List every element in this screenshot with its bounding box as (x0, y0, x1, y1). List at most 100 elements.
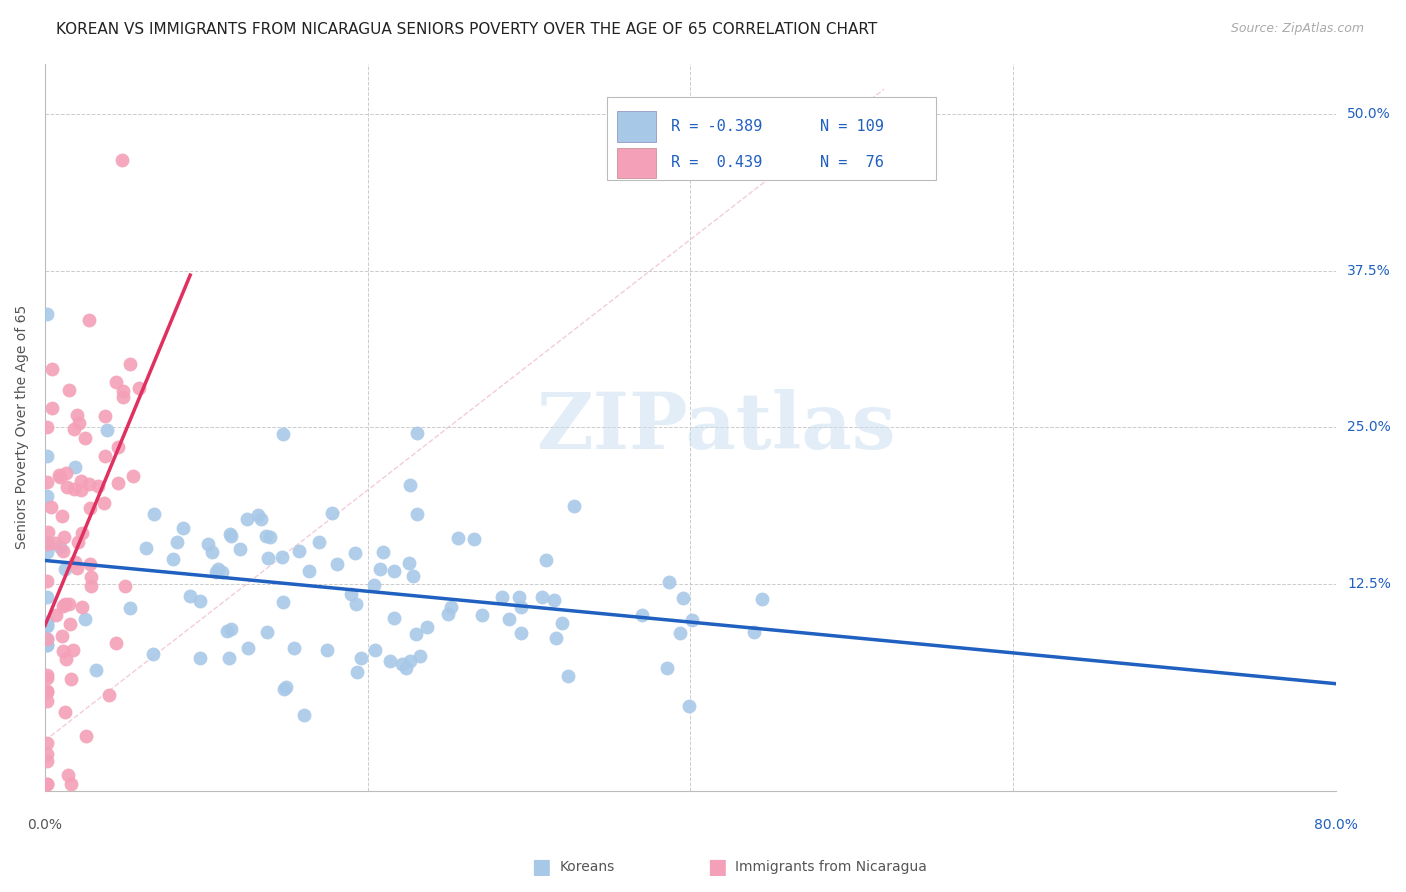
Point (321, 506, 343, 520)
Point (53, 530, 76, 544)
Point (35, 615, 58, 630)
Point (44, 536, 66, 550)
Point (631, 608, 654, 623)
Point (70, 483, 93, 497)
Point (111, 153, 134, 168)
Point (112, 384, 135, 398)
Point (67, 416, 90, 430)
Y-axis label: Seniors Poverty Over the Age of 65: Seniors Poverty Over the Age of 65 (15, 305, 30, 549)
Point (79, 558, 101, 572)
Point (35, 475, 58, 490)
Point (70, 526, 93, 541)
Point (349, 650, 371, 665)
Point (259, 530, 281, 544)
Point (292, 707, 315, 722)
Point (204, 566, 226, 580)
Point (751, 591, 773, 606)
Point (63, 555, 86, 569)
Point (447, 532, 470, 546)
Point (283, 640, 305, 655)
Point (344, 597, 367, 611)
Point (544, 631, 567, 645)
Point (288, 543, 311, 558)
Point (93, 496, 115, 510)
Point (35, 754, 58, 768)
Point (35, 777, 58, 791)
Point (298, 565, 321, 579)
Point (41, 401, 63, 416)
Point (35, 489, 58, 503)
Point (77, 476, 100, 491)
Point (229, 541, 252, 556)
Text: R = -0.389: R = -0.389 (671, 119, 762, 134)
Point (211, 565, 233, 579)
Point (48, 540, 70, 554)
Point (59, 617, 82, 632)
Point (371, 545, 394, 559)
Point (62, 643, 84, 657)
Point (60, 777, 83, 791)
Point (218, 651, 240, 665)
Point (247, 508, 270, 523)
Point (75, 611, 97, 625)
Point (491, 591, 513, 605)
Point (35, 420, 58, 434)
Point (35, 449, 58, 463)
Point (52, 644, 75, 658)
Point (56, 768, 79, 782)
Point (35, 574, 58, 589)
Point (70, 599, 93, 614)
Text: 37.5%: 37.5% (1347, 264, 1391, 277)
Point (55, 652, 77, 666)
Point (63, 482, 86, 496)
Point (308, 535, 330, 549)
Point (395, 661, 418, 675)
Point (65, 460, 87, 475)
Point (35, 632, 58, 647)
Point (166, 535, 188, 549)
FancyBboxPatch shape (606, 96, 936, 180)
Point (551, 615, 574, 630)
Point (201, 545, 224, 559)
Point (672, 591, 695, 605)
Point (55, 466, 77, 480)
FancyBboxPatch shape (617, 112, 655, 142)
Text: N = 109: N = 109 (820, 119, 883, 134)
Point (58, 383, 80, 397)
Point (53, 562, 76, 576)
Point (346, 665, 368, 679)
Text: KOREAN VS IMMIGRANTS FROM NICARAGUA SENIORS POVERTY OVER THE AGE OF 65 CORRELATI: KOREAN VS IMMIGRANTS FROM NICARAGUA SENI… (56, 22, 877, 37)
Point (35, 307, 58, 321)
Point (510, 625, 533, 640)
Point (219, 529, 242, 543)
Point (508, 590, 530, 604)
Point (436, 607, 458, 622)
Point (658, 574, 681, 589)
Point (172, 521, 194, 535)
Point (97, 688, 120, 702)
Text: ZIPatlas: ZIPatlas (537, 389, 896, 466)
Text: Koreans: Koreans (560, 860, 614, 874)
Point (162, 551, 184, 566)
Point (35, 747, 58, 761)
Point (35, 632, 58, 647)
Point (368, 561, 391, 575)
Point (37, 525, 59, 540)
Point (63, 422, 86, 436)
Point (86, 663, 108, 677)
Point (339, 587, 361, 601)
Point (35, 684, 58, 698)
Point (105, 375, 128, 389)
Text: 12.5%: 12.5% (1347, 577, 1391, 591)
Point (498, 612, 520, 626)
Point (391, 657, 413, 671)
Point (409, 649, 432, 664)
Point (238, 640, 260, 655)
Point (273, 681, 295, 696)
Point (406, 426, 429, 441)
Point (257, 551, 280, 566)
Point (52, 544, 75, 558)
Point (35, 617, 58, 632)
Point (75, 431, 97, 445)
Point (35, 671, 58, 685)
